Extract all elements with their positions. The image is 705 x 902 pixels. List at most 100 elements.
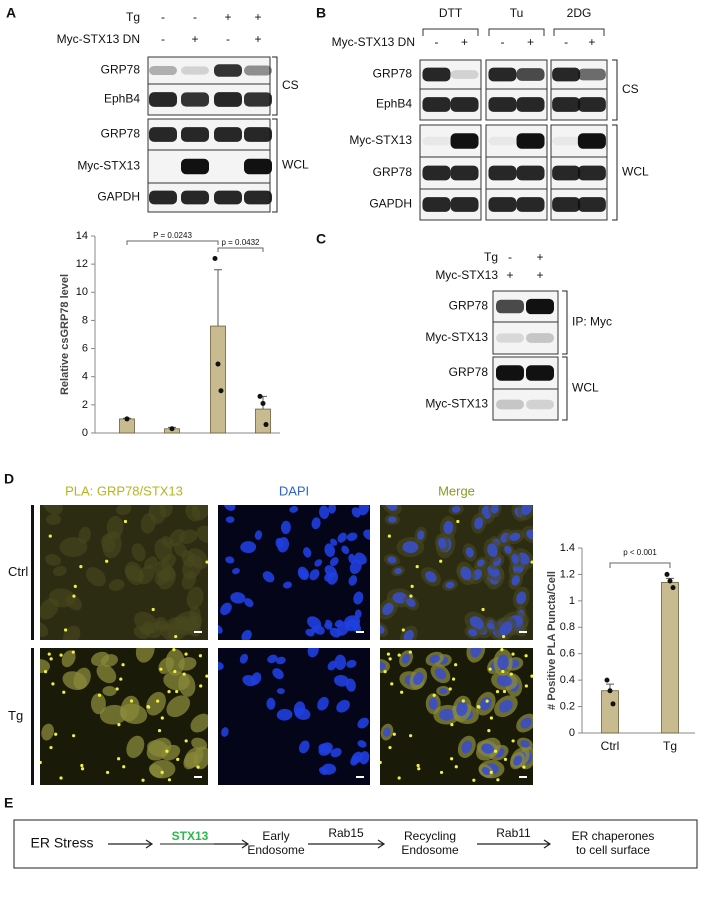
nucleus: [504, 545, 512, 555]
bar: [661, 581, 679, 734]
puncta: [97, 693, 102, 697]
band: [181, 66, 209, 75]
nucleus: [276, 688, 285, 695]
image-background: [218, 505, 370, 640]
condition-label: Myc-STX13 DN: [332, 35, 415, 49]
nucleus: [311, 517, 321, 530]
flow-node: to cell surface: [576, 843, 650, 857]
bracket: [272, 56, 278, 116]
cell-body: [190, 713, 208, 733]
nucleus: [218, 661, 224, 671]
nucleus: [461, 740, 473, 754]
band: [181, 190, 209, 205]
nucleus: [383, 727, 391, 737]
cell-body: [165, 648, 185, 676]
row-label: GRP78: [373, 165, 413, 179]
puncta: [173, 669, 177, 674]
band: [450, 197, 479, 212]
nucleus: [380, 624, 385, 634]
nucleus: [385, 505, 398, 511]
puncta: [184, 652, 188, 656]
nucleus: [509, 532, 521, 542]
puncta: [410, 584, 414, 588]
band: [149, 65, 177, 76]
puncta: [522, 765, 526, 769]
nucleus: [317, 696, 329, 711]
flow-node: STX13: [172, 829, 209, 843]
nucleus: [324, 622, 333, 630]
nucleus: [387, 516, 397, 523]
sign: +: [254, 32, 261, 46]
row-label: Myc-STX13: [77, 159, 140, 173]
nucleus: [363, 529, 370, 540]
panel-letter: D: [4, 471, 14, 487]
puncta: [59, 653, 63, 657]
band: [450, 165, 479, 181]
nucleus: [481, 766, 491, 776]
puncta: [509, 672, 513, 676]
sign: +: [461, 35, 468, 49]
data-point: [604, 677, 610, 683]
band: [488, 67, 517, 82]
puncta: [383, 670, 387, 674]
nucleus: [239, 653, 249, 664]
group-label: CS: [282, 78, 299, 92]
puncta: [115, 687, 119, 691]
nucleus: [490, 505, 499, 514]
puncta: [49, 745, 53, 750]
nucleus: [348, 553, 356, 564]
nucleus: [434, 668, 447, 680]
cell-body: [154, 538, 173, 563]
flow-node: ER chaperones: [572, 829, 655, 843]
puncta: [511, 739, 515, 743]
cell-body: [59, 537, 88, 558]
row-label: EphB4: [104, 92, 140, 106]
row-bar: [31, 505, 34, 640]
bracket: [562, 356, 568, 421]
nucleus: [220, 602, 232, 616]
sign: +: [536, 250, 543, 264]
nucleus: [445, 581, 455, 589]
nucleus: [403, 629, 414, 640]
group-label: CS: [622, 82, 639, 96]
bracket: [612, 59, 618, 121]
group-label: WCL: [572, 381, 599, 395]
band: [422, 97, 451, 112]
row-label: GRP78: [101, 63, 141, 77]
sign: -: [161, 10, 165, 24]
puncta: [472, 778, 476, 782]
band: [244, 190, 272, 205]
nucleus: [437, 537, 447, 549]
puncta: [409, 734, 413, 738]
puncta: [196, 765, 200, 769]
cell-body: [167, 616, 190, 640]
y-tick-label: 0.2: [560, 700, 575, 712]
nucleus: [474, 517, 484, 530]
band: [149, 92, 177, 107]
y-axis-label: # Positive PLA Puncta/Cell: [546, 571, 558, 710]
cell-body: [96, 664, 117, 684]
micrograph: [218, 505, 370, 640]
sign: +: [254, 10, 261, 24]
puncta: [205, 674, 208, 678]
bar: [210, 325, 226, 434]
puncta: [415, 565, 419, 569]
puncta: [184, 739, 188, 743]
cell-body: [178, 529, 198, 544]
puncta: [392, 732, 396, 736]
row-label: GRP78: [373, 67, 413, 81]
bracket: [488, 28, 545, 36]
significance-bracket: [126, 240, 219, 245]
band: [552, 67, 581, 82]
bar: [601, 690, 619, 734]
puncta: [172, 648, 176, 652]
y-tick-label: 0.6: [560, 648, 575, 660]
nucleus: [305, 628, 315, 637]
puncta: [72, 594, 76, 598]
band: [214, 64, 242, 77]
nucleus: [465, 547, 474, 558]
nucleus: [477, 559, 485, 567]
nucleus: [516, 591, 527, 605]
nucleus: [499, 699, 513, 713]
puncta: [503, 757, 508, 761]
